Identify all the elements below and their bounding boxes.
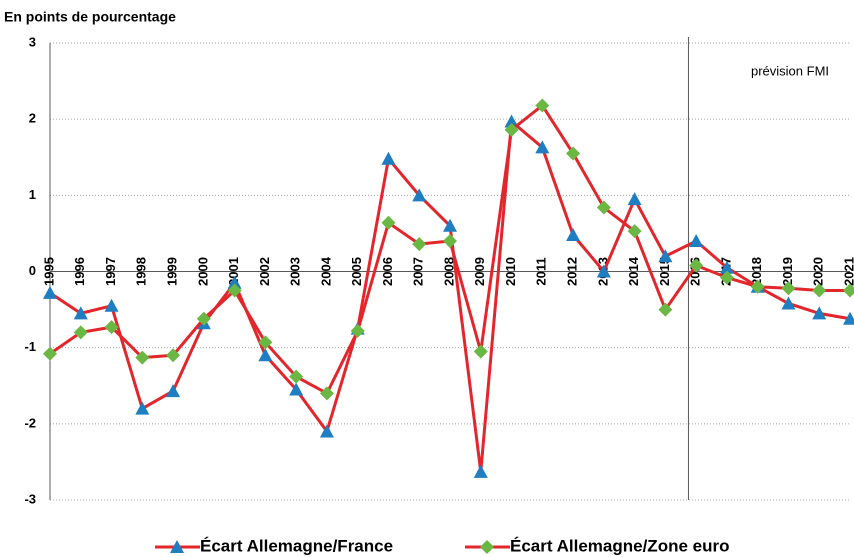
x-tick-label: 2001 [226, 257, 241, 286]
marker [170, 540, 184, 553]
marker [196, 311, 211, 326]
marker [73, 325, 88, 340]
x-tick-label: 2000 [195, 257, 210, 286]
marker [166, 348, 181, 363]
series-line [49, 103, 850, 396]
y-tick-label: -3 [24, 491, 36, 506]
marker [412, 237, 427, 252]
x-tick-label: 2012 [565, 257, 580, 286]
x-tick-label: 1999 [165, 257, 180, 286]
x-tick-label: 2002 [257, 257, 272, 286]
x-tick-label: 2010 [503, 257, 518, 286]
legend-label: Écart Allemagne/Zone euro [510, 536, 729, 555]
marker [381, 151, 396, 165]
x-tick-label: 2011 [534, 257, 549, 285]
marker [350, 323, 365, 338]
x-tick-label: 1996 [72, 257, 87, 286]
marker [719, 270, 734, 285]
marker [227, 283, 242, 298]
y-tick-label: 2 [29, 111, 36, 126]
marker [812, 306, 827, 320]
marker [750, 279, 765, 294]
y-tick-label: -2 [24, 415, 36, 430]
marker [43, 285, 57, 299]
x-tick-label: 1998 [134, 257, 149, 286]
marker [289, 369, 304, 384]
series [43, 114, 854, 478]
marker [566, 227, 581, 241]
x-tick-label: 2006 [380, 257, 395, 286]
marker [689, 234, 704, 248]
marker [689, 258, 704, 273]
marker [535, 140, 550, 154]
marker [166, 384, 181, 398]
annotation: prévision FMI [751, 63, 829, 78]
x-tick-label: 2018 [749, 257, 764, 286]
marker [535, 98, 550, 113]
marker [412, 188, 427, 202]
marker [227, 275, 242, 289]
marker [43, 346, 57, 361]
marker [781, 296, 796, 310]
marker [289, 382, 304, 396]
x-tick-label: 2019 [780, 257, 795, 286]
x-tick-label: 2004 [318, 256, 333, 286]
marker [843, 283, 854, 298]
marker [135, 401, 150, 415]
marker [658, 249, 673, 263]
marker [658, 302, 673, 317]
marker [135, 350, 150, 365]
x-tick-label: 2008 [441, 257, 456, 286]
x-tick-label: 2009 [472, 257, 487, 286]
marker [480, 540, 494, 554]
marker [596, 200, 611, 215]
x-tick-label: 2020 [811, 257, 826, 286]
marker [719, 260, 734, 274]
marker [566, 146, 581, 161]
marker [596, 264, 611, 278]
marker [258, 348, 273, 362]
series [43, 98, 854, 401]
x-tick-label: 1995 [41, 257, 56, 286]
marker [73, 306, 88, 320]
x-tick-label: 2014 [626, 256, 641, 286]
x-tick-label: 1997 [103, 257, 118, 286]
marker [843, 311, 854, 325]
x-tick-label: 2005 [349, 257, 364, 286]
y-axis-label: En points de pourcentage [4, 9, 176, 25]
marker [381, 215, 396, 230]
marker [504, 114, 519, 128]
marker [319, 386, 334, 401]
marker [504, 122, 519, 137]
marker [627, 224, 642, 239]
y-tick-label: 1 [29, 187, 36, 202]
series-line [49, 118, 851, 473]
marker [473, 344, 488, 359]
legend-label: Écart Allemagne/France [200, 536, 393, 555]
marker [104, 320, 119, 335]
y-tick-label: 0 [29, 263, 36, 278]
y-tick-label: -1 [24, 339, 36, 354]
x-tick-label: 2003 [288, 257, 303, 286]
marker [473, 464, 488, 478]
marker [443, 218, 457, 232]
x-tick-label: 2021 [841, 257, 854, 286]
x-tick-label: 2015 [657, 257, 672, 286]
marker [443, 234, 457, 249]
marker [781, 281, 796, 296]
x-tick-label: 2007 [411, 257, 426, 286]
marker [812, 283, 827, 298]
marker [319, 424, 334, 438]
marker [627, 192, 642, 206]
y-tick-label: 3 [29, 34, 36, 49]
marker [104, 298, 119, 312]
marker [258, 335, 273, 350]
